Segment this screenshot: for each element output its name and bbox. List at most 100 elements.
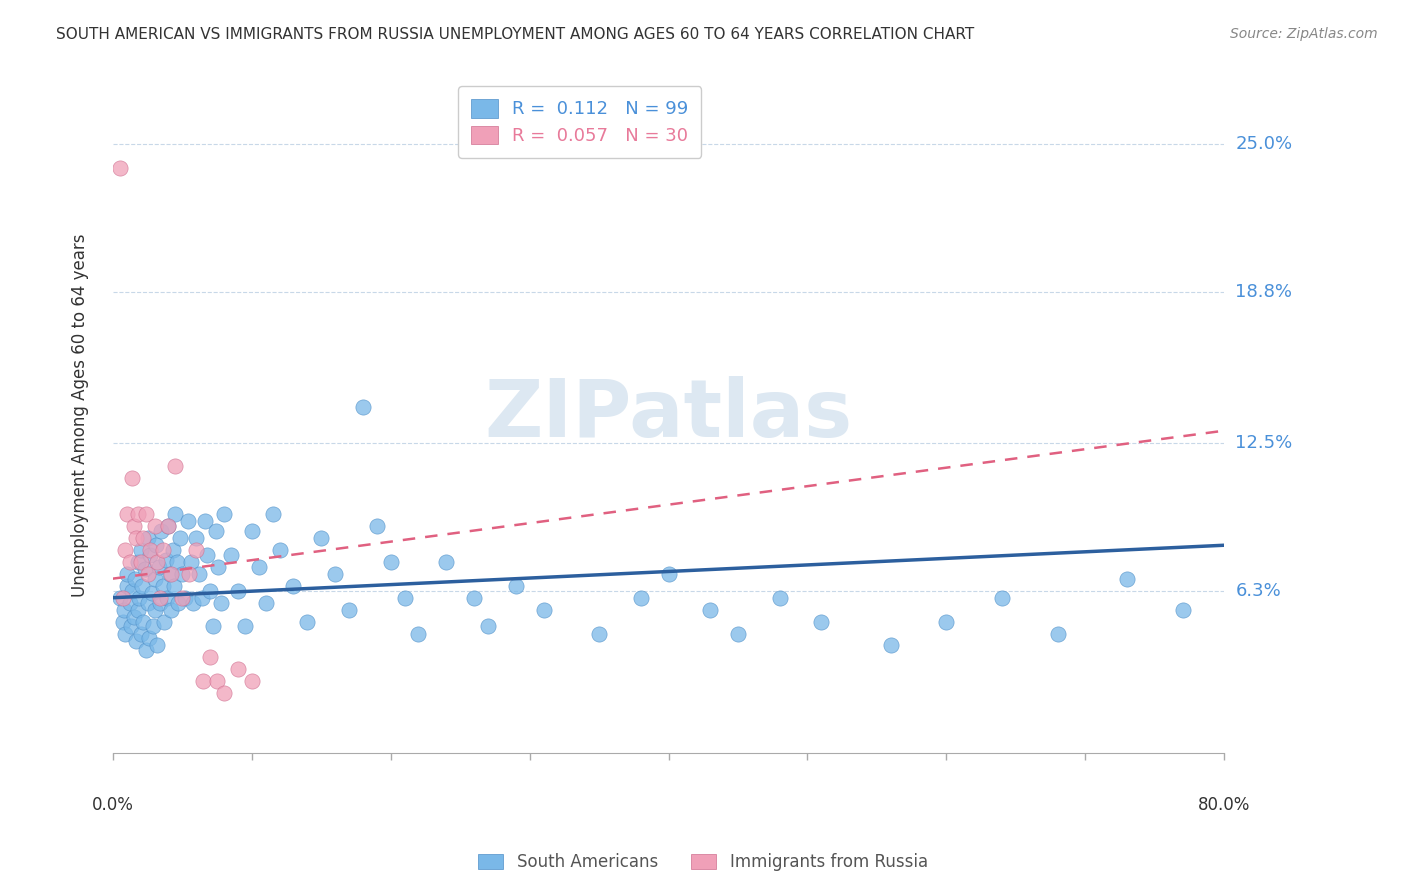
Point — [262, 507, 284, 521]
Point — [198, 650, 221, 665]
Point — [136, 531, 159, 545]
Point — [630, 591, 652, 605]
Point — [186, 543, 208, 558]
Point — [201, 619, 224, 633]
Point — [142, 619, 165, 633]
Point — [380, 555, 402, 569]
Point — [153, 615, 176, 629]
Point — [112, 602, 135, 616]
Point — [122, 519, 145, 533]
Point — [193, 514, 215, 528]
Point — [188, 566, 211, 581]
Point — [699, 602, 721, 616]
Point — [172, 566, 194, 581]
Point — [190, 591, 212, 605]
Point — [209, 595, 232, 609]
Point — [121, 583, 143, 598]
Legend: R =  0.112   N = 99, R =  0.057   N = 30: R = 0.112 N = 99, R = 0.057 N = 30 — [458, 87, 702, 158]
Point — [165, 459, 187, 474]
Point — [149, 591, 172, 605]
Point — [533, 602, 555, 616]
Point — [157, 519, 180, 533]
Point — [309, 531, 332, 545]
Point — [111, 615, 134, 629]
Point — [165, 507, 187, 521]
Point — [146, 639, 169, 653]
Point — [115, 566, 138, 581]
Point — [129, 543, 152, 558]
Point — [129, 555, 152, 569]
Point — [323, 566, 346, 581]
Text: 25.0%: 25.0% — [1236, 136, 1292, 153]
Point — [174, 591, 197, 605]
Point — [254, 595, 277, 609]
Point — [120, 619, 142, 633]
Point — [122, 610, 145, 624]
Point — [352, 400, 374, 414]
Point — [167, 595, 190, 609]
Point — [727, 626, 749, 640]
Point — [180, 555, 202, 569]
Point — [240, 674, 263, 689]
Point — [127, 555, 149, 569]
Point — [143, 602, 166, 616]
Text: 18.8%: 18.8% — [1236, 284, 1292, 301]
Point — [204, 524, 226, 538]
Point — [160, 566, 183, 581]
Point — [191, 674, 214, 689]
Point — [1046, 626, 1069, 640]
Text: Source: ZipAtlas.com: Source: ZipAtlas.com — [1230, 27, 1378, 41]
Point — [155, 552, 177, 566]
Point — [477, 619, 499, 633]
Point — [162, 543, 184, 558]
Point — [143, 572, 166, 586]
Point — [115, 507, 138, 521]
Point — [366, 519, 388, 533]
Point — [159, 566, 181, 581]
Point — [588, 626, 610, 640]
Point — [124, 572, 146, 586]
Point — [141, 586, 163, 600]
Point — [880, 639, 903, 653]
Point — [179, 566, 201, 581]
Point — [505, 579, 527, 593]
Point — [139, 543, 162, 558]
Point — [114, 626, 136, 640]
Point — [118, 595, 141, 609]
Point — [135, 507, 157, 521]
Point — [115, 579, 138, 593]
Point — [143, 519, 166, 533]
Point — [136, 566, 159, 581]
Point — [108, 161, 131, 175]
Point — [198, 583, 221, 598]
Text: 0.0%: 0.0% — [91, 796, 134, 814]
Point — [121, 471, 143, 485]
Point — [127, 602, 149, 616]
Point — [233, 619, 256, 633]
Point — [157, 519, 180, 533]
Point — [148, 559, 170, 574]
Point — [195, 548, 218, 562]
Text: 6.3%: 6.3% — [1236, 582, 1281, 599]
Point — [219, 548, 242, 562]
Point — [134, 562, 156, 576]
Point — [212, 686, 235, 700]
Point — [1116, 572, 1139, 586]
Point — [129, 626, 152, 640]
Point — [156, 591, 179, 605]
Point — [146, 555, 169, 569]
Point — [177, 514, 200, 528]
Point — [114, 543, 136, 558]
Point — [394, 591, 416, 605]
Point — [160, 602, 183, 616]
Point — [118, 555, 141, 569]
Point — [125, 531, 148, 545]
Y-axis label: Unemployment Among Ages 60 to 64 years: Unemployment Among Ages 60 to 64 years — [72, 234, 89, 597]
Point — [991, 591, 1014, 605]
Point — [149, 595, 172, 609]
Point — [166, 555, 188, 569]
Point — [810, 615, 832, 629]
Point — [169, 531, 191, 545]
Point — [139, 548, 162, 562]
Point — [152, 543, 174, 558]
